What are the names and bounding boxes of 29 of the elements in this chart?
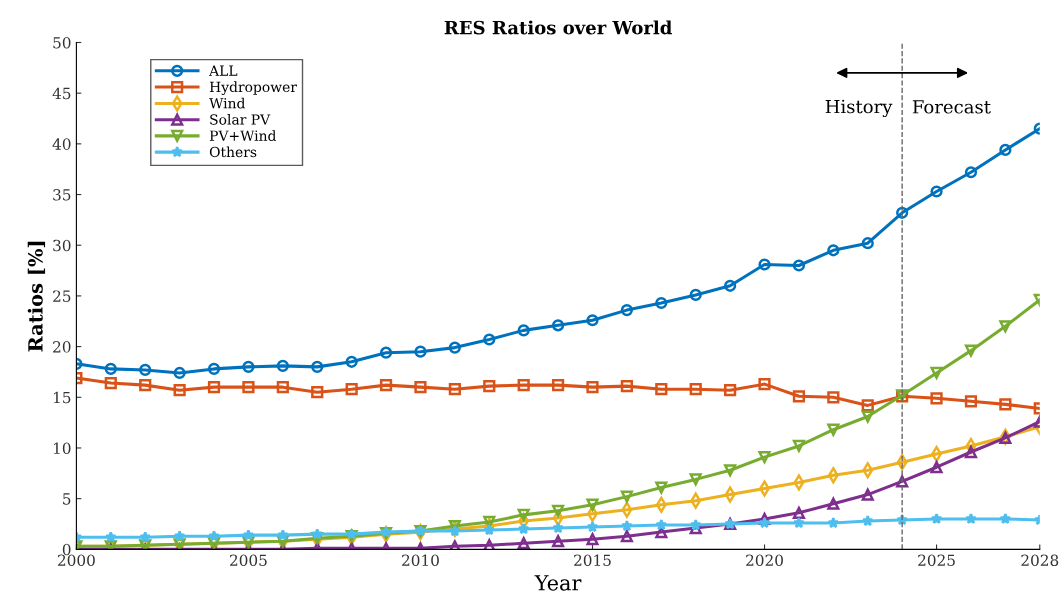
x-tick-label: 2025 <box>918 554 955 567</box>
x-tick-label: 2000 <box>57 554 95 567</box>
y-tick-label: 40 <box>52 138 71 150</box>
x-tick-label: 2020 <box>746 554 783 567</box>
legend-label: Hydropower <box>209 81 297 95</box>
y-tick-label: 5 <box>63 493 71 505</box>
y-tick-label: 50 <box>53 36 71 49</box>
x-tick-label: 2028 <box>1021 554 1059 567</box>
y-tick-label: 0 <box>62 543 71 556</box>
x-tick-label: 2015 <box>574 554 611 567</box>
legend-label: Solar PV <box>210 113 271 125</box>
annotation: History <box>825 99 893 118</box>
legend-label: PV+Wind <box>209 130 277 141</box>
y-tick-label: 45 <box>52 87 71 100</box>
y-tick-label: 25 <box>53 290 71 302</box>
y-tick-label: 10 <box>53 442 71 454</box>
x-axis-title: Year <box>534 575 582 591</box>
x-tick-label: 2005 <box>230 554 267 567</box>
x-tick-label: 2010 <box>402 554 439 567</box>
legend-label: ALL <box>209 65 238 76</box>
y-tick-label: 35 <box>53 189 71 201</box>
legend-label: Wind <box>209 97 246 109</box>
chart-title: RES Ratios over World <box>444 20 672 35</box>
legend-label: Others <box>209 146 257 158</box>
annotation: Forecast <box>912 100 991 114</box>
y-tick-label: 20 <box>53 341 71 353</box>
y-tick-label: 30 <box>53 239 71 252</box>
y-axis-title: Ratios [%] <box>27 241 46 352</box>
y-tick-label: 15 <box>53 391 71 404</box>
